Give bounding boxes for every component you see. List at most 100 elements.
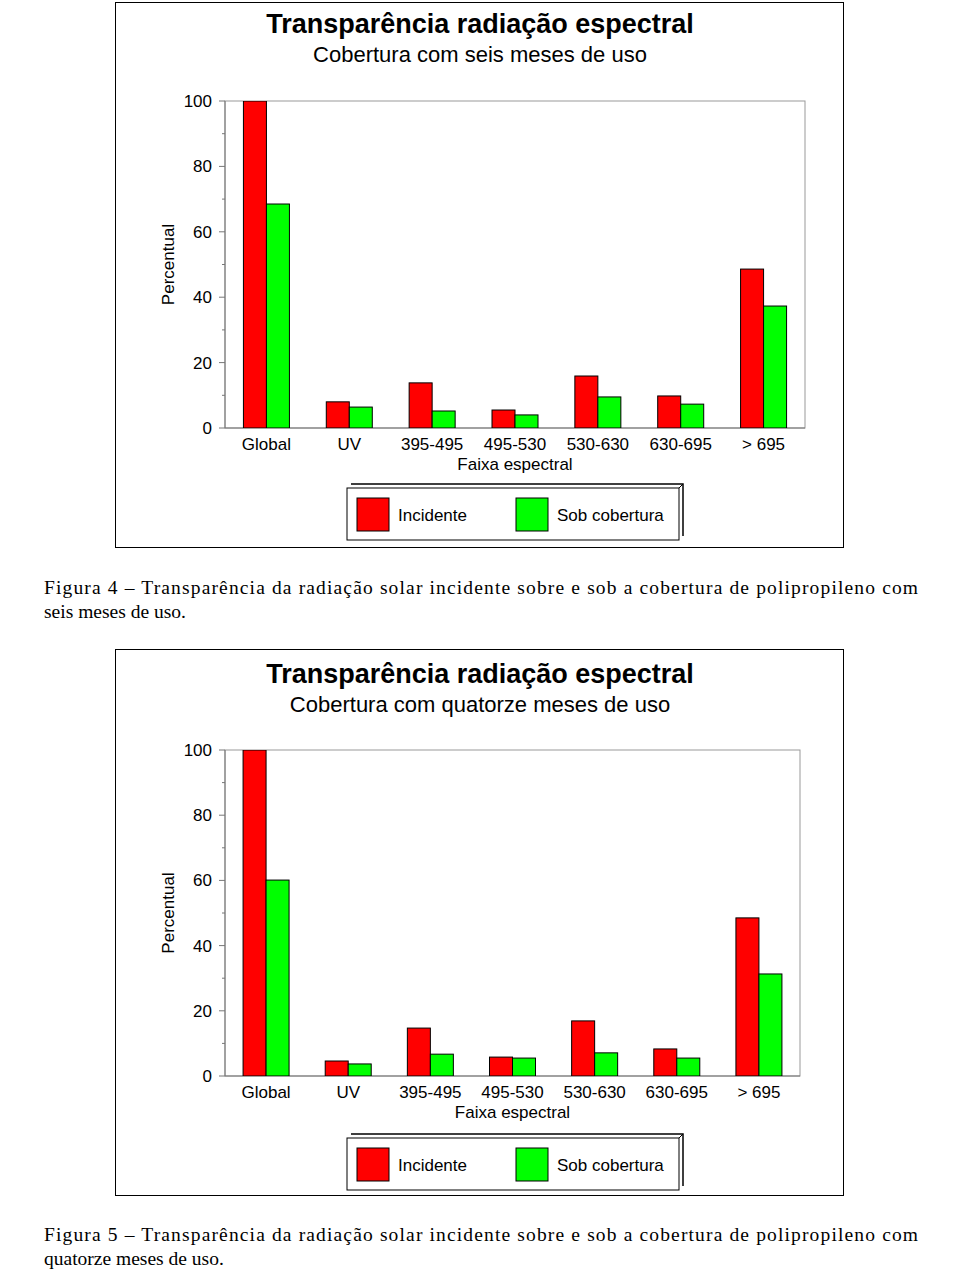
y-tick bbox=[219, 297, 225, 298]
bar bbox=[741, 269, 764, 428]
bar bbox=[407, 1028, 430, 1076]
bar bbox=[430, 1054, 453, 1076]
legend-shadow bbox=[679, 1134, 683, 1138]
bar bbox=[243, 750, 266, 1076]
y-tick-label: 80 bbox=[193, 806, 212, 825]
y-tick-label: 20 bbox=[193, 354, 212, 373]
y-tick bbox=[219, 1076, 225, 1077]
chart-frame bbox=[116, 650, 844, 1196]
caption: Figura 4 – Transparência da radiação sol… bbox=[44, 577, 918, 598]
x-tick-label: Global bbox=[242, 435, 291, 454]
x-tick-label: 495-530 bbox=[484, 435, 546, 454]
bar bbox=[572, 1021, 595, 1076]
caption: Figura 5 – Transparência da radiação sol… bbox=[44, 1224, 918, 1245]
y-tick bbox=[219, 880, 225, 881]
bar bbox=[681, 404, 704, 428]
bar bbox=[658, 396, 681, 428]
y-tick bbox=[219, 231, 225, 232]
plot-frame bbox=[225, 750, 800, 1076]
x-tick-label: 630-695 bbox=[646, 1083, 708, 1102]
bar bbox=[432, 411, 455, 428]
y-minor-tick bbox=[222, 847, 225, 848]
y-tick bbox=[219, 1010, 225, 1011]
bars bbox=[243, 750, 782, 1076]
plot-frame bbox=[225, 101, 805, 428]
legend-label: Incidente bbox=[398, 506, 467, 525]
caption: seis meses de uso. bbox=[44, 601, 186, 622]
y-tick bbox=[219, 362, 225, 363]
bar bbox=[266, 204, 289, 428]
bar bbox=[575, 376, 598, 428]
title: Transparência radiação espectral bbox=[266, 659, 694, 689]
legend bbox=[347, 488, 679, 540]
y-axis-label: Percentual bbox=[159, 872, 178, 953]
y-minor-tick bbox=[222, 782, 225, 783]
bar bbox=[764, 306, 787, 428]
x-tick-label: 495-530 bbox=[481, 1083, 543, 1102]
bar bbox=[243, 101, 266, 428]
chart: Transparência radiação espectralCobertur… bbox=[116, 650, 844, 1196]
y-tick-label: 0 bbox=[203, 419, 212, 438]
y-minor-tick bbox=[222, 199, 225, 200]
bar bbox=[266, 880, 289, 1076]
y-minor-tick bbox=[222, 329, 225, 330]
bar bbox=[325, 1061, 348, 1076]
bar bbox=[513, 1058, 536, 1076]
x-tick-label: 395-495 bbox=[399, 1083, 461, 1102]
legend-label: Incidente bbox=[398, 1156, 467, 1175]
y-tick-label: 20 bbox=[193, 1002, 212, 1021]
y-tick-label: 40 bbox=[193, 288, 212, 307]
legend-swatch bbox=[516, 1148, 548, 1181]
x-tick-label: 630-695 bbox=[650, 435, 712, 454]
x-tick-label: UV bbox=[337, 435, 361, 454]
x-tick-label: 530-630 bbox=[567, 435, 629, 454]
y-tick-label: 60 bbox=[193, 223, 212, 242]
bar bbox=[515, 415, 538, 428]
x-tick-label: UV bbox=[336, 1083, 360, 1102]
y-minor-tick bbox=[222, 133, 225, 134]
legend-swatch bbox=[516, 498, 548, 531]
bar bbox=[595, 1053, 618, 1076]
y-tick bbox=[219, 945, 225, 946]
y-tick-label: 40 bbox=[193, 937, 212, 956]
y-tick-label: 60 bbox=[193, 871, 212, 890]
x-axis-label: Faixa espectral bbox=[457, 455, 572, 474]
bar bbox=[736, 918, 759, 1076]
y-tick bbox=[219, 166, 225, 167]
page: Transparência radiação espectral Cobertur… bbox=[0, 0, 960, 1273]
legend-label: Sob cobertura bbox=[557, 1156, 664, 1175]
x-tick-label: 395-495 bbox=[401, 435, 463, 454]
y-tick-label: 100 bbox=[184, 92, 212, 111]
bar bbox=[348, 1064, 371, 1076]
y-minor-tick bbox=[222, 395, 225, 396]
title: Transparência radiação espectral bbox=[266, 9, 694, 39]
bar bbox=[654, 1049, 677, 1076]
y-minor-tick bbox=[222, 264, 225, 265]
bar bbox=[409, 383, 432, 428]
legend bbox=[347, 1138, 679, 1190]
y-tick-label: 80 bbox=[193, 157, 212, 176]
bar bbox=[349, 407, 372, 428]
y-minor-tick bbox=[222, 978, 225, 979]
y-tick bbox=[219, 428, 225, 429]
caption: quatorze meses de uso. bbox=[44, 1248, 224, 1269]
y-minor-tick bbox=[222, 913, 225, 914]
bar bbox=[598, 397, 621, 428]
bar bbox=[677, 1058, 700, 1076]
bars bbox=[243, 101, 786, 428]
bar bbox=[759, 974, 782, 1076]
chart-frame bbox=[116, 3, 844, 548]
legend-shadow bbox=[679, 484, 683, 488]
y-minor-tick bbox=[222, 1043, 225, 1044]
y-axis-label: Percentual bbox=[159, 224, 178, 305]
y-tick bbox=[219, 750, 225, 751]
legend-swatch bbox=[357, 1148, 389, 1181]
legend-label: Sob cobertura bbox=[557, 506, 664, 525]
y-tick-label: 0 bbox=[203, 1067, 212, 1086]
subtitle: Cobertura com seis meses de uso bbox=[313, 42, 647, 67]
bar bbox=[492, 410, 515, 428]
y-tick-label: 100 bbox=[184, 741, 212, 760]
y-tick bbox=[219, 815, 225, 816]
legend-swatch bbox=[357, 498, 389, 531]
x-axis-label: Faixa espectral bbox=[455, 1103, 570, 1122]
